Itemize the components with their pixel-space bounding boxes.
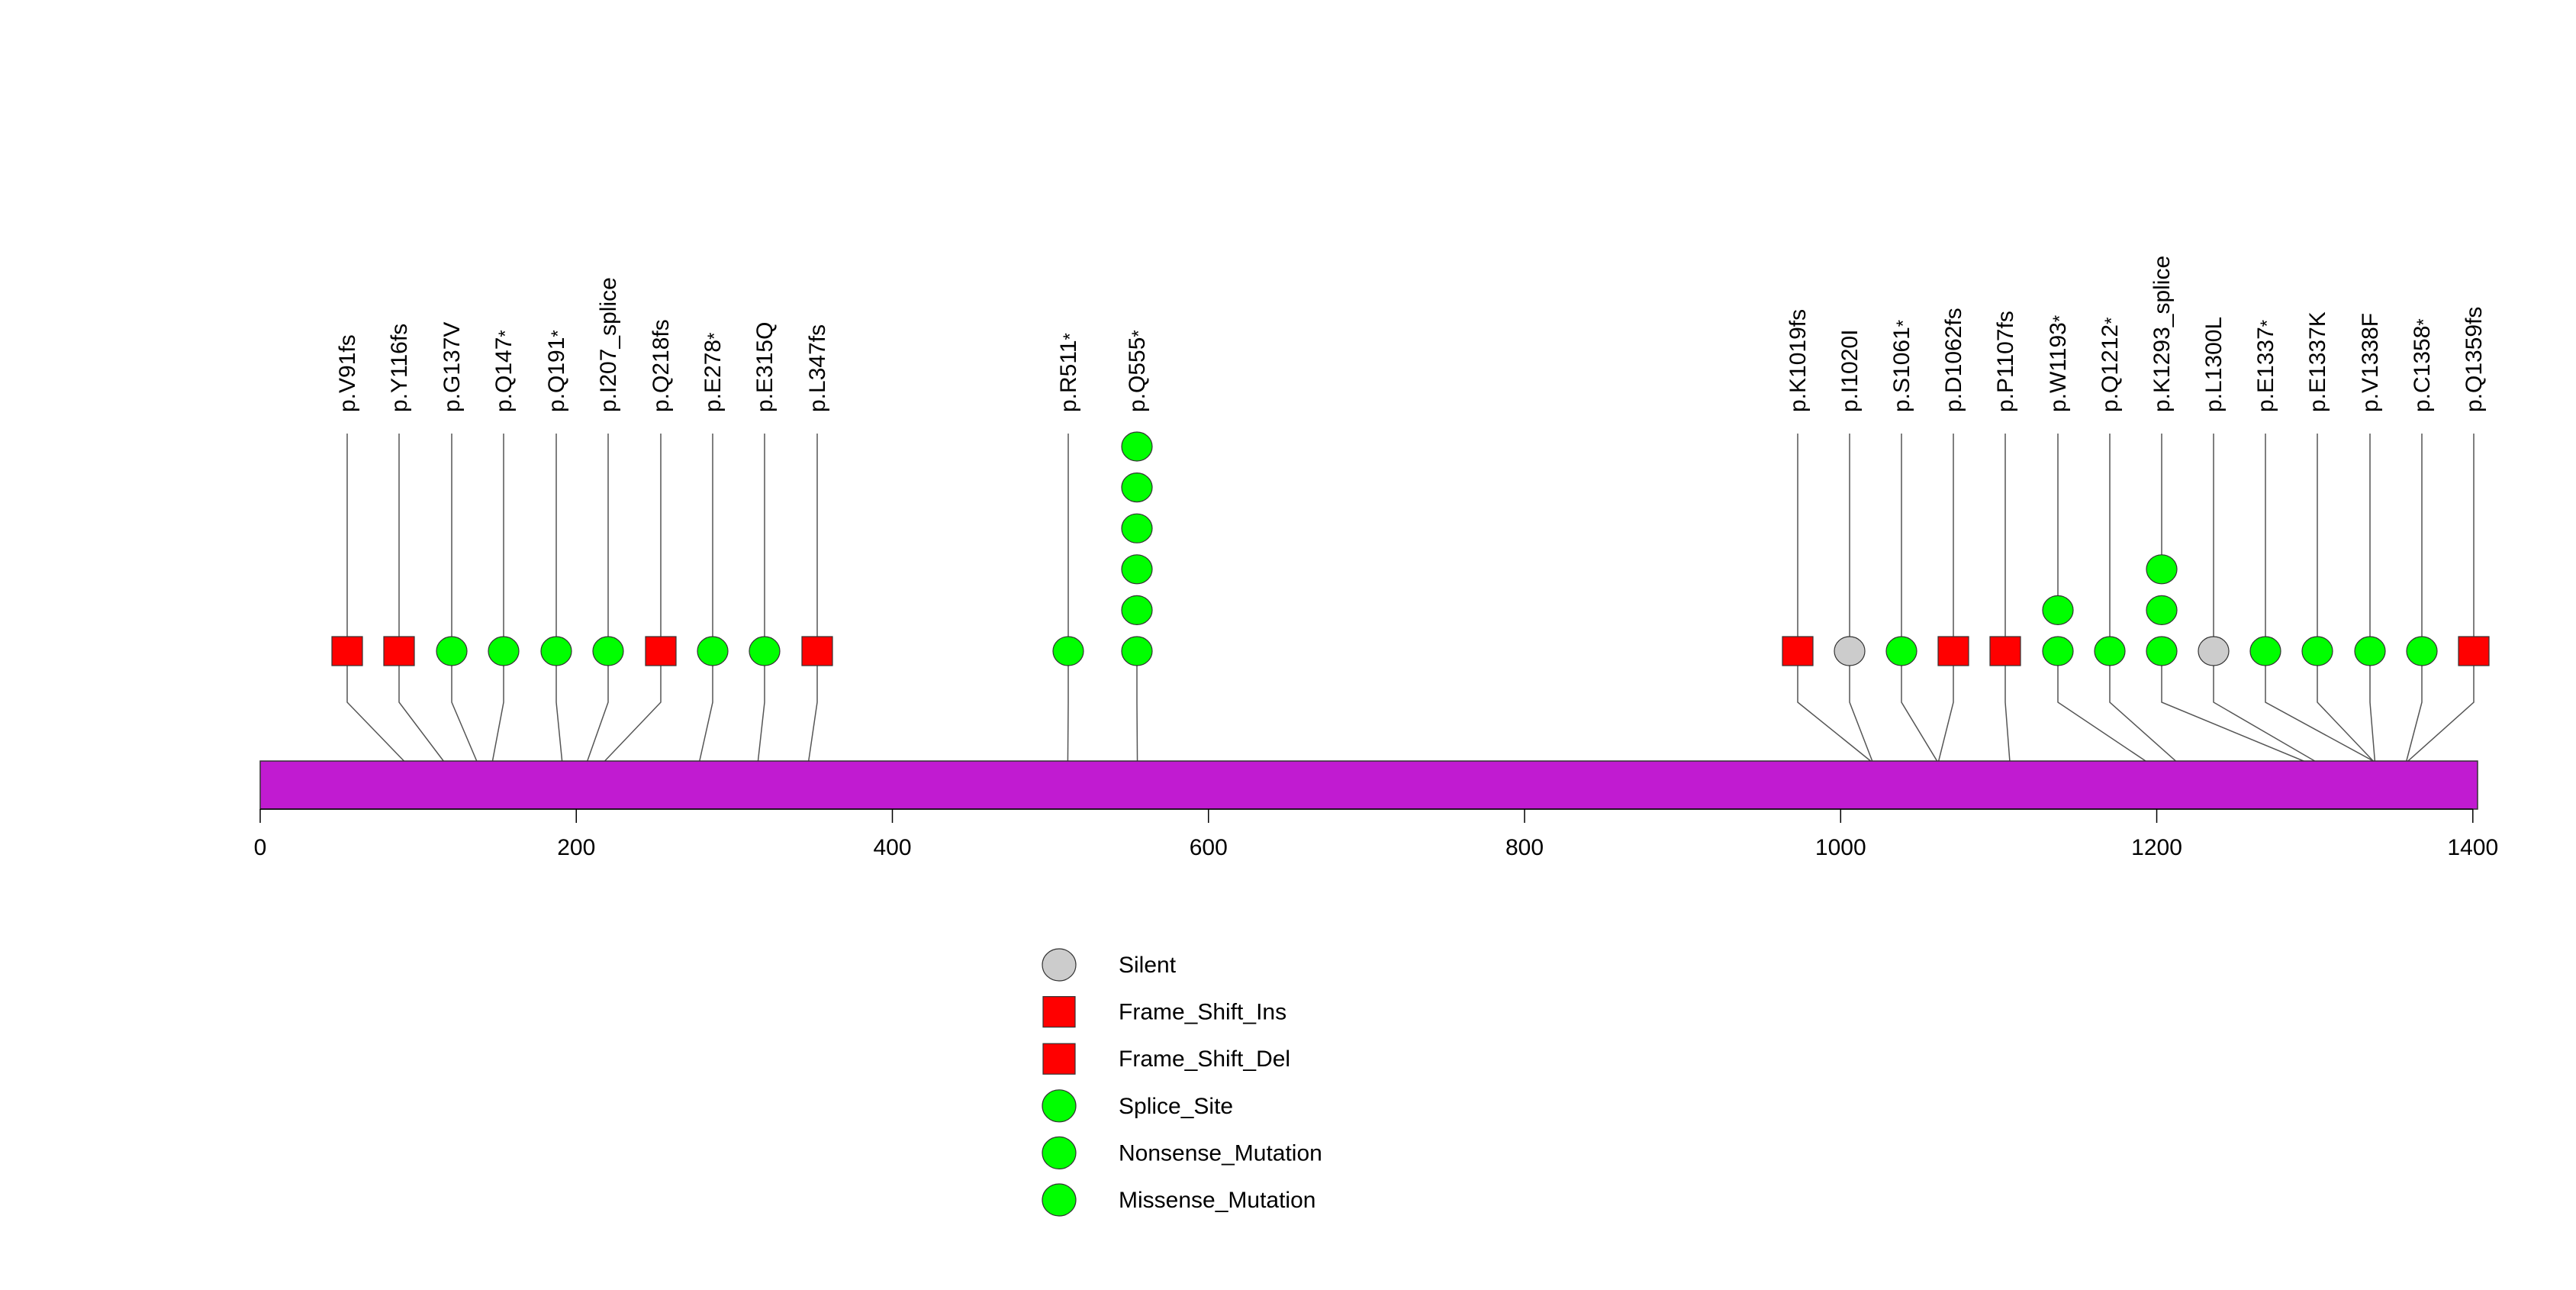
marker-p-l347fs-1 xyxy=(801,636,833,666)
legend: Silent Frame_Shift_Ins Frame_Shift_Del Spli… xyxy=(1042,948,1322,1217)
marker-p-q555-5 xyxy=(1121,472,1153,503)
label-p-w1193: p.W1193* xyxy=(2046,315,2071,412)
label-p-q1212: p.Q1212* xyxy=(2098,318,2123,412)
marker-p-q218fs-1 xyxy=(645,636,677,666)
protein-domain-bar xyxy=(259,760,2478,810)
label-p-k1293-splice: p.K1293_splice xyxy=(2149,256,2175,412)
label-p-i207-splice: p.I207_splice xyxy=(596,277,621,412)
marker-p-q555-2 xyxy=(1121,595,1153,626)
x-tick-label-1000: 1000 xyxy=(1815,835,1866,860)
label-p-q555: p.Q555* xyxy=(1125,330,1150,412)
marker-p-k1293-splice-2 xyxy=(2146,595,2178,626)
marker-p-y116fs-1 xyxy=(383,636,415,666)
marker-p-k1019fs-1 xyxy=(1782,636,1814,666)
x-tick-label-600: 600 xyxy=(1190,835,1228,860)
legend-swatch-frame-shift-del xyxy=(1042,1043,1076,1075)
marker-p-i1020i-1 xyxy=(1834,636,1866,666)
marker-p-e1337k-1 xyxy=(2301,636,2333,666)
label-p-e1337: p.E1337* xyxy=(2253,320,2278,412)
label-p-e315q: p.E315Q xyxy=(752,322,778,412)
legend-swatch-silent xyxy=(1042,948,1077,982)
label-p-q1359fs: p.Q1359fs xyxy=(2462,307,2487,412)
marker-p-g137v-1 xyxy=(436,636,468,666)
label-p-l347fs: p.L347fs xyxy=(805,324,830,412)
marker-p-q555-3 xyxy=(1121,554,1153,585)
mutation-labels: p.V91fs p.Y116fs p.G137V p.Q147* p.Q191* p.I2… xyxy=(335,256,2487,412)
legend-label-frame-shift-ins: Frame_Shift_Ins xyxy=(1119,1000,1286,1025)
label-p-v91fs: p.V91fs xyxy=(335,334,360,412)
legend-label-silent: Silent xyxy=(1119,953,1177,978)
marker-p-e1337-1 xyxy=(2249,636,2281,666)
legend-swatch-splice-site xyxy=(1042,1089,1077,1123)
marker-p-e278-1 xyxy=(697,636,729,666)
label-p-e1337k: p.E1337K xyxy=(2305,311,2330,412)
marker-p-r511-1 xyxy=(1052,636,1084,666)
marker-p-q147-1 xyxy=(488,636,520,666)
label-p-q191: p.Q191* xyxy=(544,330,569,412)
label-p-i1020i: p.I1020I xyxy=(1837,330,1863,412)
marker-p-q555-6 xyxy=(1121,431,1153,462)
label-p-e278: p.E278* xyxy=(700,333,726,412)
label-p-q218fs: p.Q218fs xyxy=(649,319,674,412)
marker-p-p1107fs-1 xyxy=(1989,636,2021,666)
label-p-g137v: p.G137V xyxy=(440,322,465,412)
marker-p-q1212-1 xyxy=(2094,636,2126,666)
x-tick-label-0: 0 xyxy=(254,835,267,860)
x-tick-label-200: 200 xyxy=(557,835,595,860)
label-p-d1062fs: p.D1062fs xyxy=(1941,308,1966,412)
label-p-k1019fs: p.K1019fs xyxy=(1785,309,1811,412)
marker-p-v91fs-1 xyxy=(331,636,363,666)
marker-p-i207-splice-1 xyxy=(592,636,624,666)
legend-label-missense-mutation: Missense_Mutation xyxy=(1119,1188,1315,1213)
label-p-l1300l: p.L1300L xyxy=(2201,317,2227,412)
legend-swatch-missense-mutation xyxy=(1042,1183,1077,1217)
marker-p-q555-1 xyxy=(1121,636,1153,666)
mutation-markers xyxy=(331,431,2490,666)
marker-p-w1193-2 xyxy=(2042,595,2074,626)
x-tick-label-400: 400 xyxy=(873,835,911,860)
label-p-q147: p.Q147* xyxy=(491,330,517,412)
x-axis: 0 200 400 600 800 1000 1200 1400 xyxy=(254,808,2498,860)
label-p-y116fs: p.Y116fs xyxy=(387,324,412,412)
legend-label-nonsense-mutation: Nonsense_Mutation xyxy=(1119,1140,1322,1166)
x-tick-label-1400: 1400 xyxy=(2447,835,2498,860)
x-tick-label-800: 800 xyxy=(1505,835,1544,860)
marker-p-k1293-splice-1 xyxy=(2146,636,2178,666)
legend-label-frame-shift-del: Frame_Shift_Del xyxy=(1119,1047,1290,1072)
label-p-c1358: p.C1358* xyxy=(2410,318,2435,412)
marker-p-c1358-1 xyxy=(2406,636,2438,666)
marker-p-k1293-splice-3 xyxy=(2146,554,2178,585)
legend-swatch-nonsense-mutation xyxy=(1042,1136,1077,1170)
marker-p-s1061-1 xyxy=(1885,636,1918,666)
marker-p-q555-4 xyxy=(1121,513,1153,543)
label-p-v1338f: p.V1338F xyxy=(2358,313,2383,412)
marker-p-d1062fs-1 xyxy=(1937,636,1969,666)
x-tick-label-1200: 1200 xyxy=(2131,835,2182,860)
lollipop-stems xyxy=(346,434,2475,651)
marker-p-w1193-1 xyxy=(2042,636,2074,666)
marker-p-e315q-1 xyxy=(749,636,781,666)
marker-p-v1338f-1 xyxy=(2354,636,2386,666)
marker-p-l1300l-1 xyxy=(2198,636,2230,666)
legend-swatch-frame-shift-ins xyxy=(1042,995,1076,1028)
marker-p-q191-1 xyxy=(540,636,572,666)
legend-label-splice-site: Splice_Site xyxy=(1119,1094,1233,1119)
label-p-s1061: p.S1061* xyxy=(1889,320,1914,412)
label-p-p1107fs: p.P1107fs xyxy=(1993,311,2018,412)
label-p-r511: p.R511* xyxy=(1056,333,1081,412)
marker-p-q1359fs-1 xyxy=(2458,636,2490,666)
